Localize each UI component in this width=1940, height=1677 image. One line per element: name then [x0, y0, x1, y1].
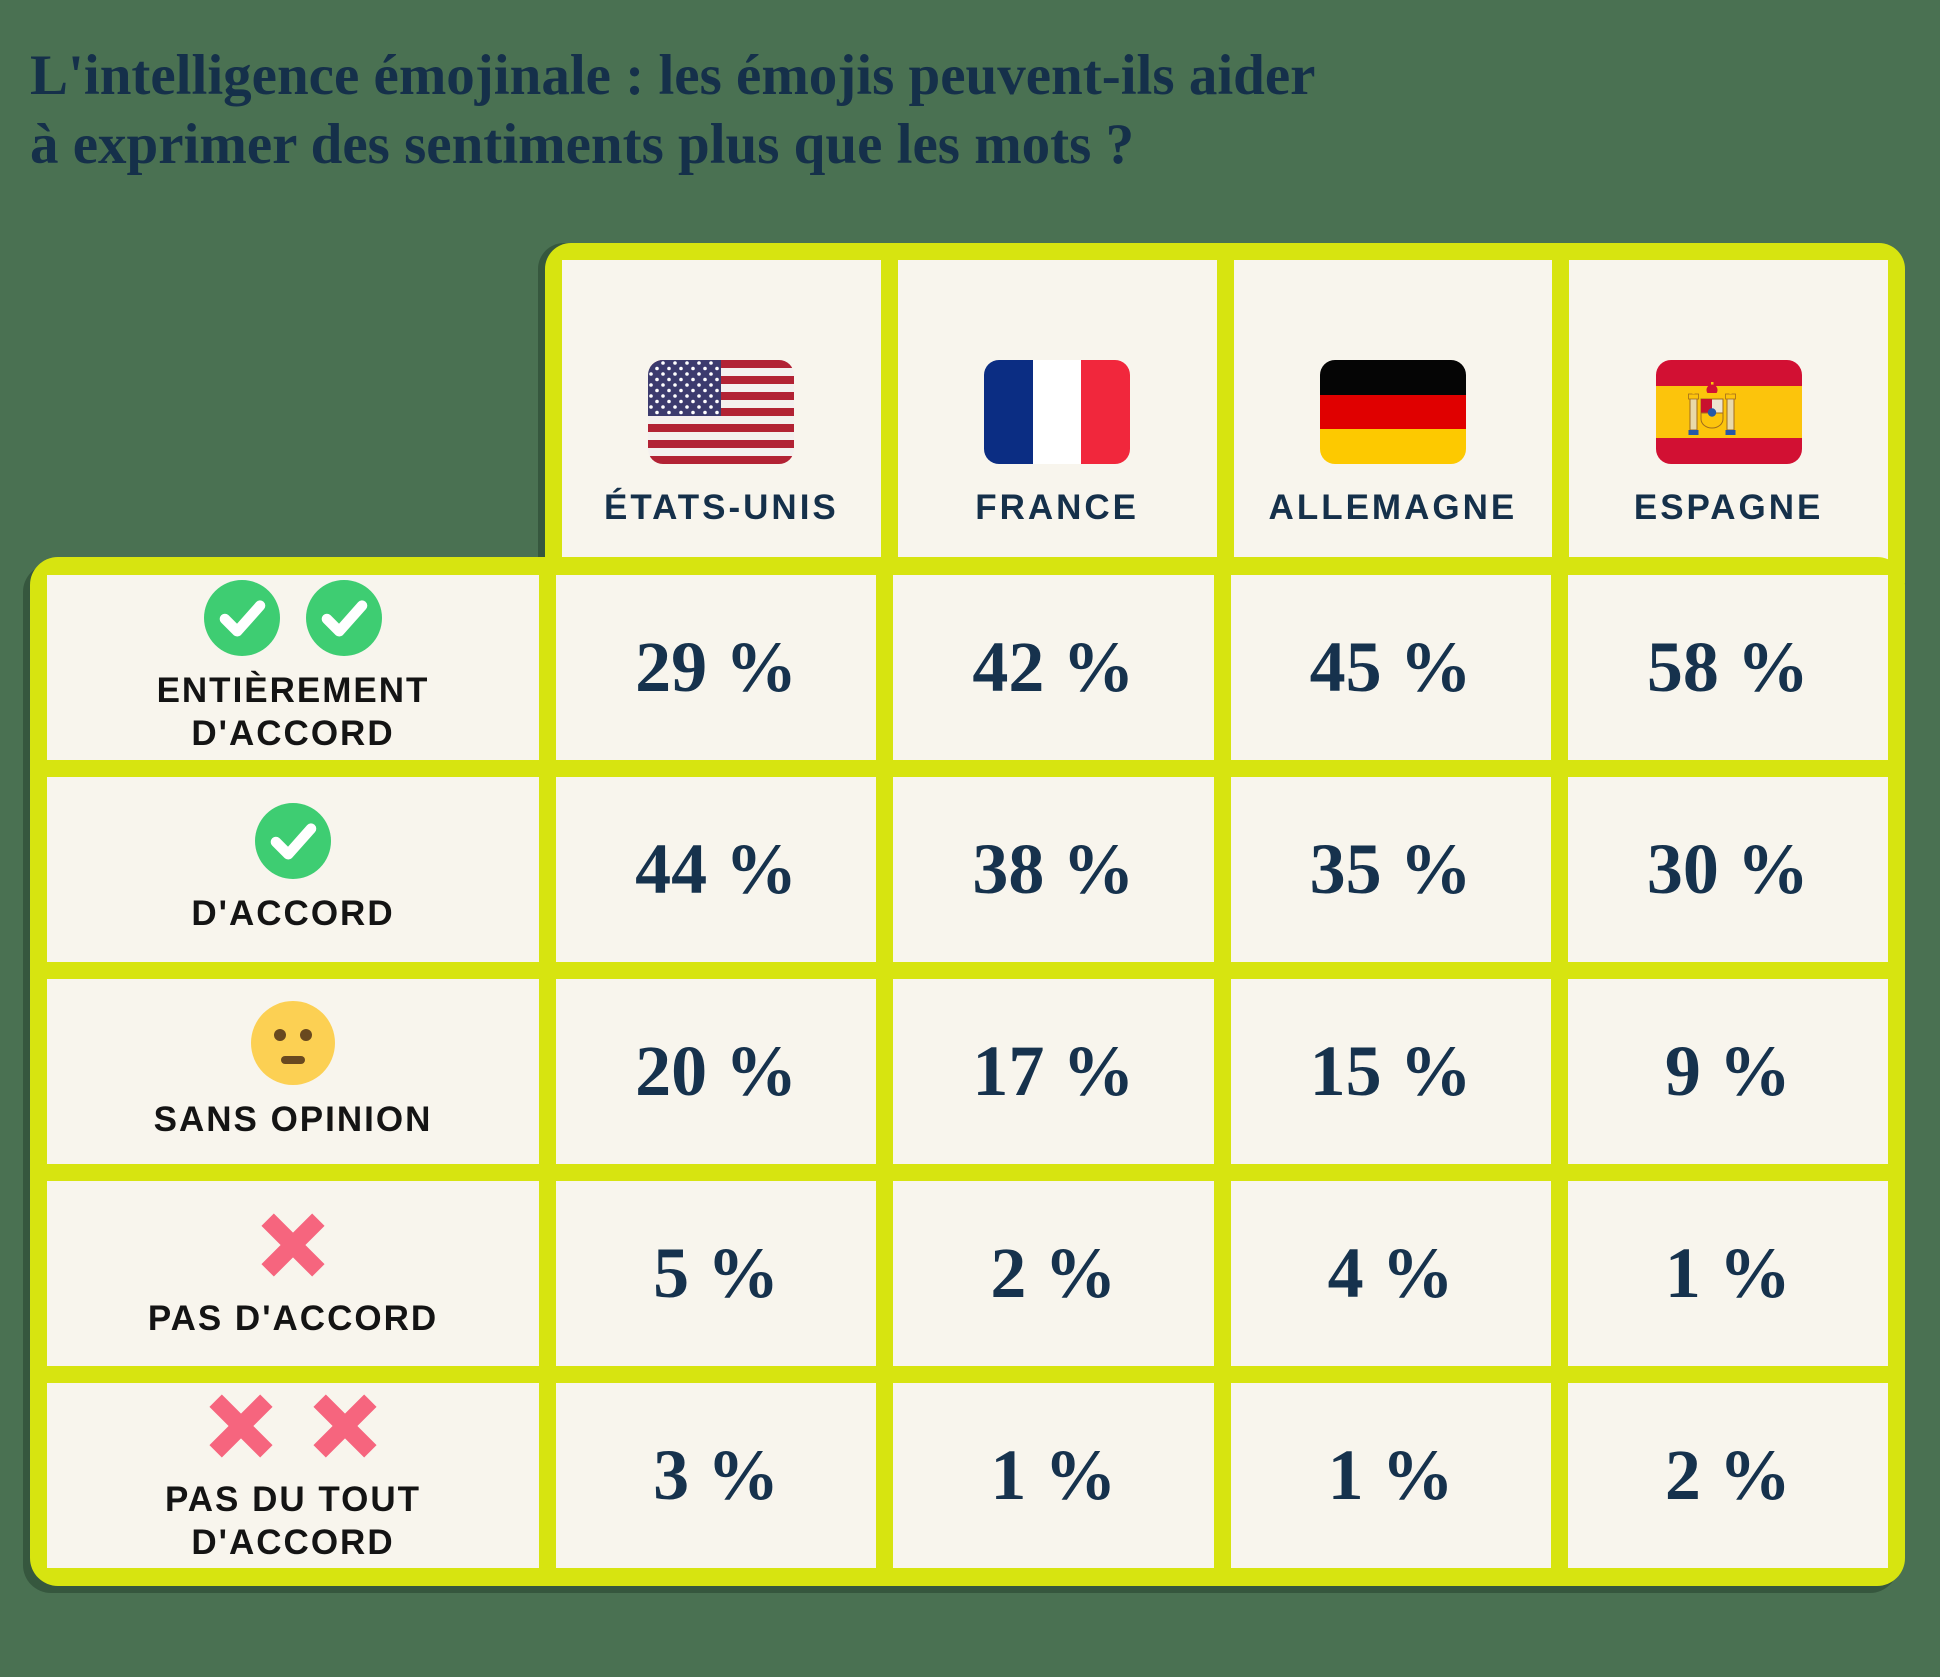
row-label-pas-du-tout-daccord: PAS DU TOUT D'ACCORD	[47, 1383, 539, 1568]
country-label: ÉTATS-UNIS	[603, 488, 839, 527]
page-title-line2: à exprimer des sentiments plus que les m…	[30, 112, 1135, 176]
country-label: ALLEMAGNE	[1268, 488, 1518, 527]
value-cell-sans-opinion-espagne: 9 %	[1567, 979, 1888, 1164]
row-label-text: PAS D'ACCORD	[147, 1299, 439, 1339]
value-cell-pas-daccord-espagne: 1 %	[1567, 1181, 1888, 1366]
row-label-sans-opinion: SANS OPINION	[47, 979, 539, 1164]
value-cell-entierement-france: 42 %	[893, 575, 1214, 760]
value-cell-entierement-etats-unis: 29 %	[556, 575, 877, 760]
value-cell-daccord-allemagne: 35 %	[1230, 777, 1551, 962]
value-cell-pas-du-tout-etats-unis: 3 %	[556, 1383, 877, 1568]
header-cell-etats-unis: ÉTATS-UNIS	[562, 260, 881, 583]
row-icons	[251, 1001, 335, 1085]
value-cell-pas-daccord-allemagne: 4 %	[1230, 1181, 1551, 1366]
france-flag-icon	[984, 360, 1130, 464]
value-cell-daccord-espagne: 30 %	[1567, 777, 1888, 962]
row-icons	[254, 1206, 332, 1284]
row-label-entierement-daccord: ENTIÈREMENT D'ACCORD	[47, 575, 539, 760]
spain-flag-icon	[1656, 360, 1802, 464]
country-label: ESPAGNE	[1633, 488, 1824, 527]
cross-mark-icon	[254, 1206, 332, 1284]
row-label-text: ENTIÈREMENT D'ACCORD	[156, 670, 430, 753]
row-label-text: PAS DU TOUT D'ACCORD	[165, 1479, 421, 1562]
value-cell-daccord-france: 38 %	[893, 777, 1214, 962]
value-cell-pas-du-tout-allemagne: 1 %	[1230, 1383, 1551, 1568]
row-icons	[255, 803, 331, 879]
check-circle-icon	[255, 803, 331, 879]
page-title: L'intelligence émojinale : les émojis pe…	[30, 42, 1315, 179]
value-cell-sans-opinion-etats-unis: 20 %	[556, 979, 877, 1164]
row-label-text: D'ACCORD	[191, 894, 395, 934]
row-label-pas-daccord: PAS D'ACCORD	[47, 1181, 539, 1366]
value-cell-sans-opinion-allemagne: 15 %	[1230, 979, 1551, 1164]
check-circle-icon	[306, 580, 382, 656]
row-label-text: SANS OPINION	[153, 1100, 433, 1140]
germany-flag-icon	[1320, 360, 1466, 464]
row-icons	[204, 580, 382, 656]
value-cell-entierement-allemagne: 45 %	[1230, 575, 1551, 760]
value-cell-sans-opinion-france: 17 %	[893, 979, 1214, 1164]
check-circle-icon	[204, 580, 280, 656]
cross-mark-icon	[306, 1387, 384, 1465]
country-label: FRANCE	[975, 488, 1140, 527]
cross-mark-icon	[202, 1387, 280, 1465]
header-cell-france: FRANCE	[897, 260, 1217, 583]
country-header-panel: ÉTATS-UNIS FRANCE ALLEMAGNE ESPAGNE	[545, 243, 1905, 583]
value-cell-daccord-etats-unis: 44 %	[556, 777, 877, 962]
value-cell-pas-du-tout-espagne: 2 %	[1567, 1383, 1888, 1568]
value-cell-entierement-espagne: 58 %	[1567, 575, 1888, 760]
page-title-line1: L'intelligence émojinale : les émojis pe…	[30, 44, 1316, 108]
header-cell-allemagne: ALLEMAGNE	[1233, 260, 1553, 583]
value-cell-pas-daccord-france: 2 %	[893, 1181, 1214, 1366]
us-flag-icon	[648, 360, 794, 464]
header-cell-espagne: ESPAGNE	[1569, 260, 1888, 583]
row-icons	[202, 1387, 384, 1465]
value-cell-pas-daccord-etats-unis: 5 %	[556, 1181, 877, 1366]
results-table: ENTIÈREMENT D'ACCORD 29 % 42 % 45 % 58 %…	[30, 557, 1905, 1586]
row-label-daccord: D'ACCORD	[47, 777, 539, 962]
value-cell-pas-du-tout-france: 1 %	[893, 1383, 1214, 1568]
neutral-face-icon	[251, 1001, 335, 1085]
